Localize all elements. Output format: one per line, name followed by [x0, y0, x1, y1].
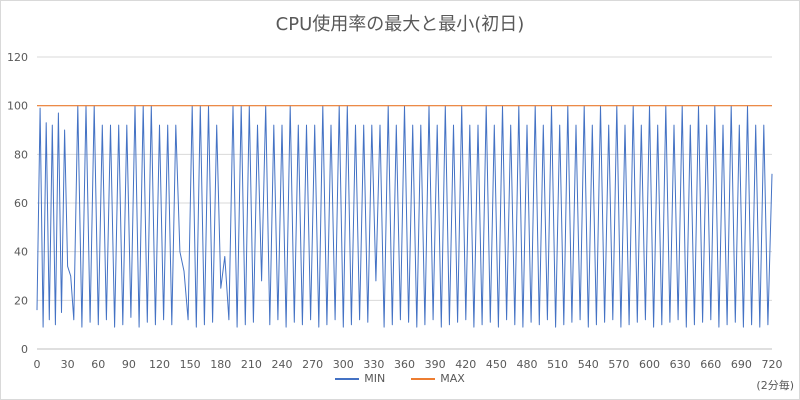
x-tick-label: 360 [394, 358, 415, 371]
x-tick-label: 240 [272, 358, 293, 371]
x-tick-label: 690 [731, 358, 752, 371]
x-tick-label: 210 [241, 358, 262, 371]
x-axis-unit-label: (2分毎) [756, 379, 794, 392]
legend-label-max: MAX [440, 372, 465, 385]
x-tick-label: 510 [547, 358, 568, 371]
x-tick-label: 600 [639, 358, 660, 371]
x-tick-label: 660 [700, 358, 721, 371]
x-tick-label: 180 [210, 358, 231, 371]
legend-item-max: MAX [411, 372, 465, 385]
x-tick-label: 480 [517, 358, 538, 371]
x-tick-label: 540 [578, 358, 599, 371]
y-tick-label: 40 [14, 246, 28, 259]
y-tick-label: 80 [14, 148, 28, 161]
x-tick-label: 390 [425, 358, 446, 371]
x-tick-label: 0 [34, 358, 41, 371]
x-tick-label: 120 [149, 358, 170, 371]
y-tick-label: 20 [14, 294, 28, 307]
x-tick-label: 420 [455, 358, 476, 371]
legend-swatch-max [411, 377, 436, 380]
series-line-min [36, 105, 773, 328]
legend-item-min: MIN [335, 372, 385, 385]
y-tick-label: 0 [21, 343, 28, 356]
y-tick-label: 100 [7, 100, 28, 113]
x-tick-label: 30 [61, 358, 75, 371]
x-tick-label: 300 [333, 358, 354, 371]
x-tick-label: 90 [122, 358, 136, 371]
legend-swatch-min [335, 377, 360, 380]
x-axis-ticks: 0 30 60 90 120 150 180 210 240 270 300 330 360 390 420… [34, 358, 783, 371]
x-tick-label: 150 [180, 358, 201, 371]
legend: MIN MAX [0, 372, 800, 385]
series-group [36, 105, 773, 328]
y-axis-ticks: 0 20 40 60 80 100 120 [7, 51, 28, 356]
chart-title: CPU使用率の最大と最小(初日) [275, 14, 525, 35]
x-tick-label: 720 [762, 358, 783, 371]
x-tick-label: 630 [670, 358, 691, 371]
legend-label-min: MIN [364, 372, 386, 385]
y-tick-label: 60 [14, 197, 28, 210]
x-tick-label: 450 [486, 358, 507, 371]
x-tick-label: 330 [363, 358, 384, 371]
y-tick-label: 120 [7, 51, 28, 64]
x-tick-label: 570 [608, 358, 629, 371]
x-tick-label: 60 [91, 358, 105, 371]
x-tick-label: 270 [302, 358, 323, 371]
